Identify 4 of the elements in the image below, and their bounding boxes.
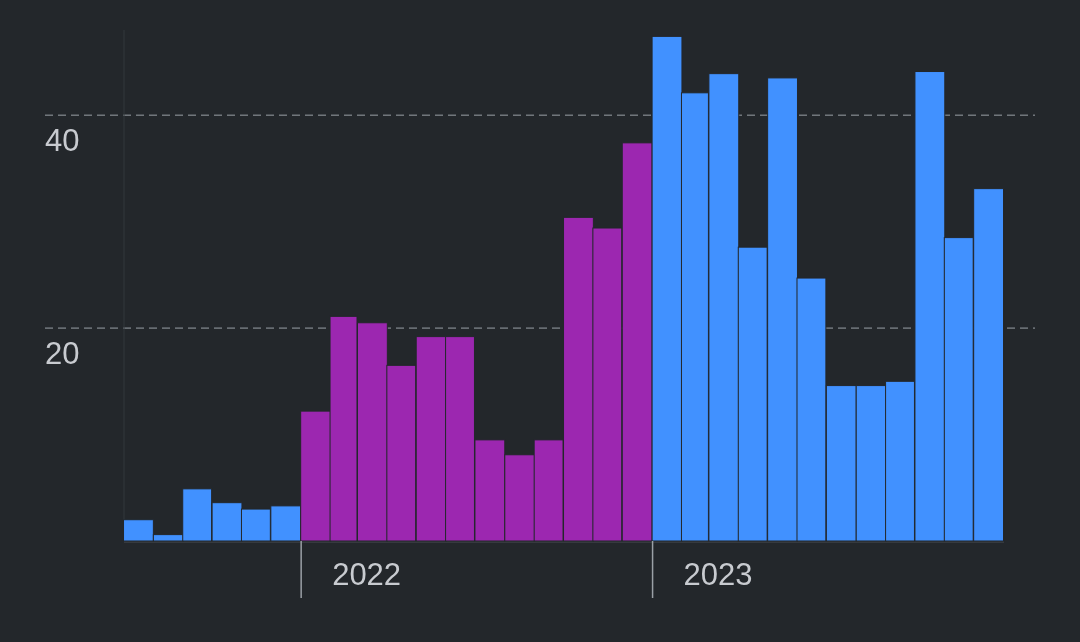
x-tick-label: 2022 [332, 557, 402, 593]
y-tick-label: 20 [45, 336, 80, 372]
x-tick-label: 2023 [683, 557, 753, 593]
y-tick-label: 40 [45, 123, 80, 159]
